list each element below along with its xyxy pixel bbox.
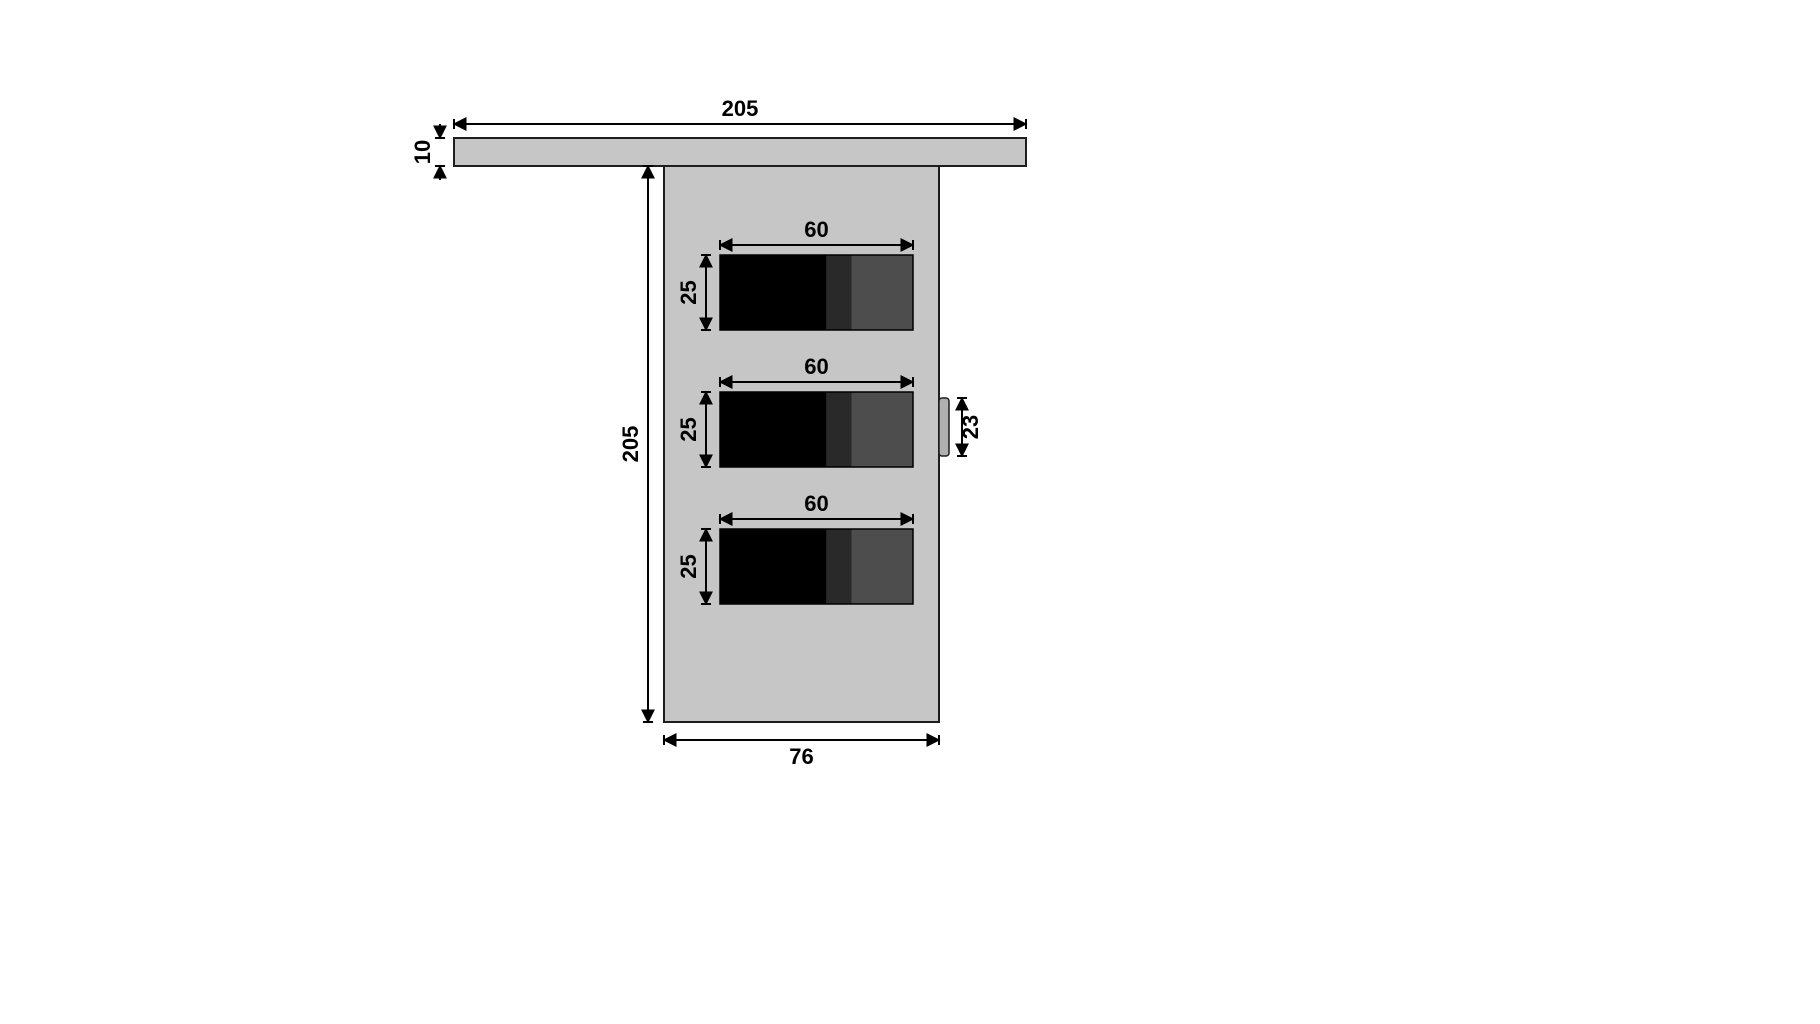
dim-door_height: 205 [618,166,653,722]
dim-handle_height: 23 [957,398,983,456]
technical-drawing: 205 10 205 76 23 60 25 60 25 60 25 [0,0,1820,1024]
dim-label-win2_h: 25 [676,417,701,441]
dim-label-handle_height: 23 [958,415,983,439]
dim-label-rail_width: 205 [722,96,759,121]
sliding-door [454,138,1026,722]
door-handle [939,398,949,456]
dim-label-rail_height: 10 [410,140,435,164]
dim-label-door_width: 76 [789,744,813,769]
door-window-2 [720,392,913,467]
door-window-1 [720,255,913,330]
dim-label-win2_w: 60 [804,354,828,379]
dim-rail_width: 205 [454,96,1026,129]
dim-label-win3_h: 25 [676,554,701,578]
dim-label-win3_w: 60 [804,491,828,516]
dim-rail_height: 10 [410,124,445,180]
dim-label-door_height: 205 [618,426,643,463]
dim-label-win1_w: 60 [804,217,828,242]
dim-door_width: 76 [664,735,939,769]
dim-label-win1_h: 25 [676,280,701,304]
door-window-3 [720,529,913,604]
top-rail [454,138,1026,166]
